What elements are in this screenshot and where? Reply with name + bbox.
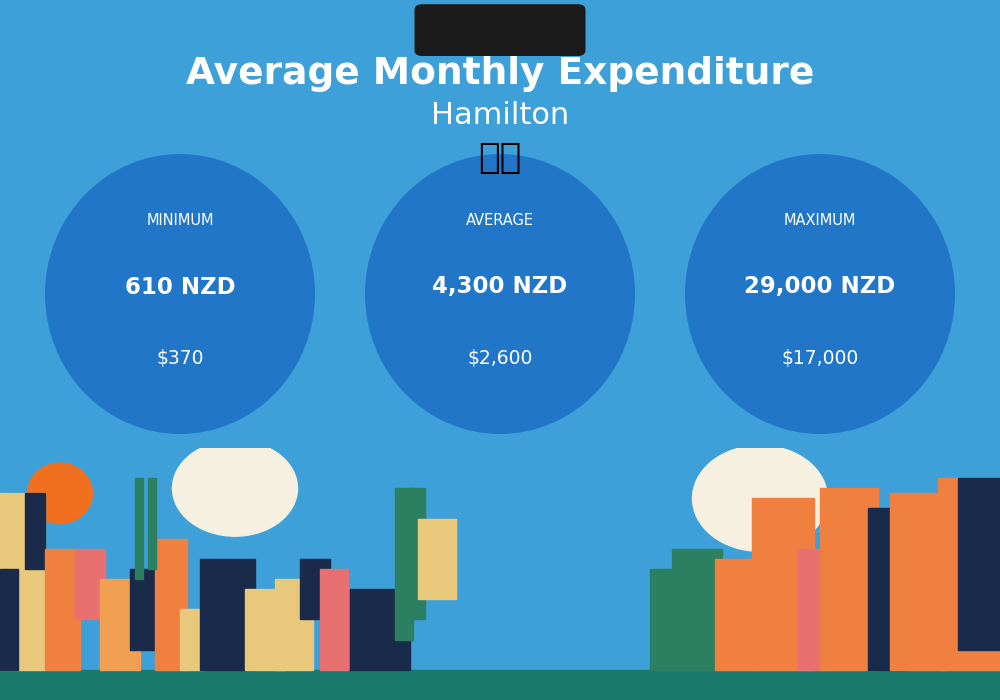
Text: $17,000: $17,000 xyxy=(781,349,859,368)
Text: $2,600: $2,600 xyxy=(467,349,533,368)
Bar xyxy=(130,569,158,650)
Bar xyxy=(200,559,255,670)
Bar xyxy=(155,539,187,670)
Text: MAXIMUM: MAXIMUM xyxy=(784,213,856,228)
Bar xyxy=(650,569,682,670)
Ellipse shape xyxy=(685,154,955,434)
Bar xyxy=(320,569,348,670)
Text: Individual: Individual xyxy=(456,20,544,38)
Bar xyxy=(820,489,878,670)
Text: 4,300 NZD: 4,300 NZD xyxy=(432,276,568,298)
Bar xyxy=(350,589,410,670)
Bar xyxy=(25,494,45,569)
Text: 29,000 NZD: 29,000 NZD xyxy=(744,276,896,298)
Bar xyxy=(938,478,1000,670)
Bar xyxy=(75,549,105,620)
Bar xyxy=(0,494,45,670)
Text: 🇳🇿: 🇳🇿 xyxy=(478,141,522,174)
Bar xyxy=(45,549,80,670)
Bar xyxy=(868,508,906,670)
Text: Hamilton: Hamilton xyxy=(431,101,569,130)
Bar xyxy=(148,478,156,569)
Text: AVERAGE: AVERAGE xyxy=(466,213,534,228)
Bar xyxy=(418,519,456,599)
Bar xyxy=(752,498,814,670)
Bar xyxy=(395,489,413,640)
Ellipse shape xyxy=(45,154,315,434)
Ellipse shape xyxy=(718,470,772,526)
Text: 610 NZD: 610 NZD xyxy=(125,276,235,298)
Bar xyxy=(715,559,760,670)
Bar xyxy=(0,670,1000,700)
Bar xyxy=(180,609,205,670)
Bar xyxy=(100,579,140,670)
Ellipse shape xyxy=(173,440,298,536)
Bar xyxy=(890,494,945,670)
Ellipse shape xyxy=(692,445,828,552)
Bar xyxy=(672,549,722,670)
Bar xyxy=(135,478,143,579)
Text: MINIMUM: MINIMUM xyxy=(146,213,214,228)
Bar xyxy=(410,489,425,620)
Bar xyxy=(958,478,1000,650)
Text: Average Monthly Expenditure: Average Monthly Expenditure xyxy=(186,55,814,92)
Text: $370: $370 xyxy=(156,349,204,368)
Bar xyxy=(798,549,830,670)
Bar xyxy=(275,579,313,670)
Bar xyxy=(300,559,330,620)
Bar xyxy=(245,589,285,670)
Bar xyxy=(0,569,18,670)
Ellipse shape xyxy=(365,154,635,434)
Ellipse shape xyxy=(28,463,92,524)
